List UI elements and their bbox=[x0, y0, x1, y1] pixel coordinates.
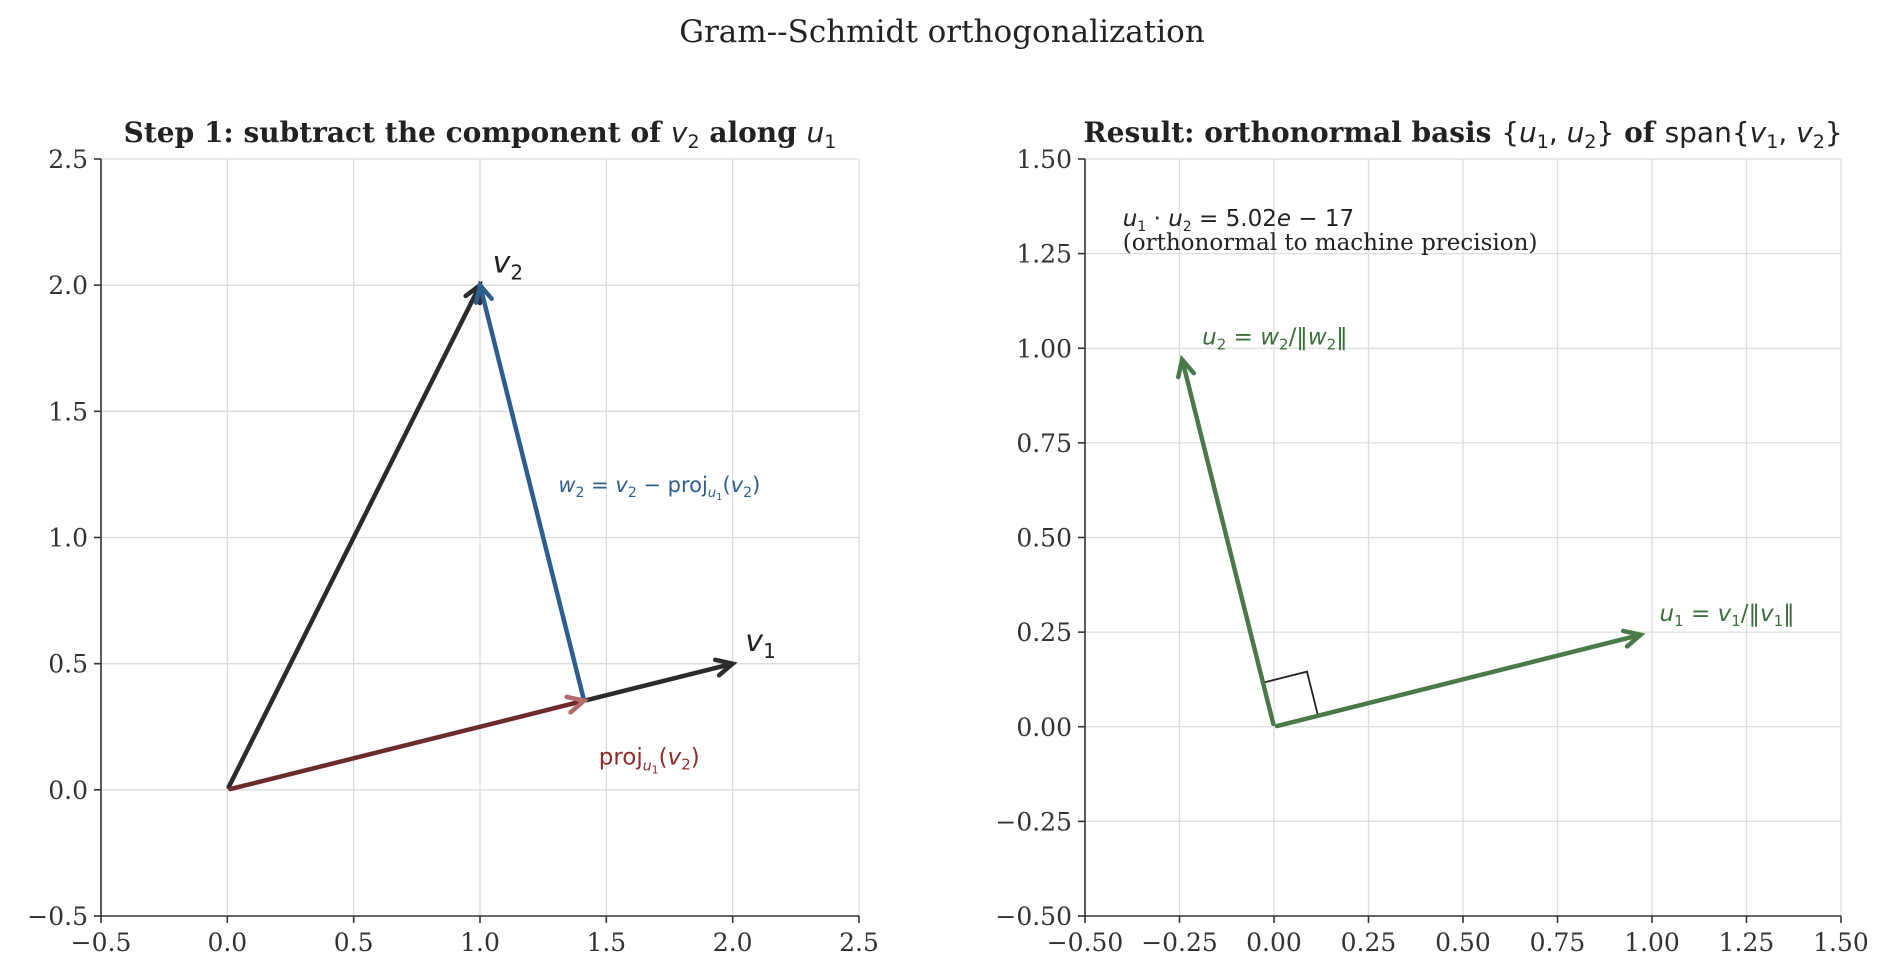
y-tick-label: 1.0 bbox=[48, 524, 88, 553]
x-tick-label: 1.00 bbox=[1624, 928, 1680, 957]
x-tick-label: 0.25 bbox=[1341, 928, 1397, 957]
y-tick-label: 0.00 bbox=[1016, 713, 1072, 742]
panel-title: Step 1: subtract the component of v2 alo… bbox=[124, 116, 837, 153]
y-tick-label: −0.50 bbox=[995, 902, 1072, 931]
label-u2: u2 = w2/‖w2‖ bbox=[1202, 324, 1348, 353]
y-tick-label: 0.0 bbox=[48, 776, 88, 805]
y-tick-label: 0.50 bbox=[1016, 524, 1072, 553]
y-tick-label: −0.25 bbox=[995, 807, 1072, 836]
panel-result: Result: orthonormal basis {u1, u2} of sp… bbox=[995, 116, 1868, 957]
y-tick-label: 1.00 bbox=[1016, 334, 1072, 363]
x-tick-label: 2.0 bbox=[713, 928, 753, 957]
dot-product-note: u1 · u2 = 5.02e − 17 bbox=[1123, 206, 1354, 235]
x-tick-label: 1.25 bbox=[1719, 928, 1775, 957]
x-tick-label: 0.00 bbox=[1246, 928, 1302, 957]
vector-v1 bbox=[584, 661, 733, 703]
vector-v2 bbox=[226, 284, 482, 790]
y-tick-label: 1.50 bbox=[1016, 145, 1072, 174]
vector-u2 bbox=[1180, 359, 1276, 727]
x-tick-label: −0.5 bbox=[71, 928, 132, 957]
x-tick-label: 1.5 bbox=[586, 928, 626, 957]
vector-proj bbox=[227, 698, 585, 792]
panel-step1: Step 1: subtract the component of v2 alo… bbox=[27, 116, 879, 957]
x-tick-label: 0.50 bbox=[1435, 928, 1491, 957]
y-tick-label: 1.25 bbox=[1016, 240, 1072, 269]
y-tick-label: 2.5 bbox=[48, 145, 88, 174]
x-tick-label: 1.0 bbox=[460, 928, 500, 957]
y-tick-label: 1.5 bbox=[48, 397, 88, 426]
label-w2: w2 = v2 − proju1(v2) bbox=[558, 473, 760, 503]
y-tick-label: 0.5 bbox=[48, 650, 88, 679]
x-tick-label: −0.25 bbox=[1141, 928, 1218, 957]
vector-w2 bbox=[478, 284, 586, 701]
label-v1: v1 bbox=[745, 624, 776, 663]
label-u1: u1 = v1/‖v1‖ bbox=[1660, 601, 1795, 630]
x-tick-label: −0.50 bbox=[1047, 928, 1124, 957]
precision-note: (orthonormal to machine precision) bbox=[1123, 230, 1538, 256]
vector-w2-head bbox=[473, 280, 494, 305]
y-tick-label: 2.0 bbox=[48, 271, 88, 300]
vector-proj-head bbox=[564, 694, 589, 715]
label-v2: v2 bbox=[493, 246, 523, 285]
label-proj: proju1(v2) bbox=[599, 745, 700, 777]
x-tick-label: 0.0 bbox=[207, 928, 247, 957]
right-angle-marker bbox=[1262, 670, 1319, 716]
x-tick-label: 1.50 bbox=[1813, 928, 1869, 957]
vector-u1 bbox=[1274, 633, 1641, 729]
vector-v1-head bbox=[712, 657, 738, 678]
y-tick-label: −0.5 bbox=[27, 902, 88, 931]
figure-title: Gram--Schmidt orthogonalization bbox=[679, 14, 1205, 50]
x-tick-label: 2.5 bbox=[839, 928, 879, 957]
y-tick-label: 0.75 bbox=[1016, 429, 1072, 458]
vector-u2-head bbox=[1176, 354, 1197, 380]
y-tick-label: 0.25 bbox=[1016, 618, 1072, 647]
panel-title: Result: orthonormal basis {u1, u2} of sp… bbox=[1083, 116, 1842, 153]
x-tick-label: 0.5 bbox=[334, 928, 374, 957]
x-tick-label: 0.75 bbox=[1530, 928, 1586, 957]
vector-u1-head bbox=[1620, 628, 1646, 649]
